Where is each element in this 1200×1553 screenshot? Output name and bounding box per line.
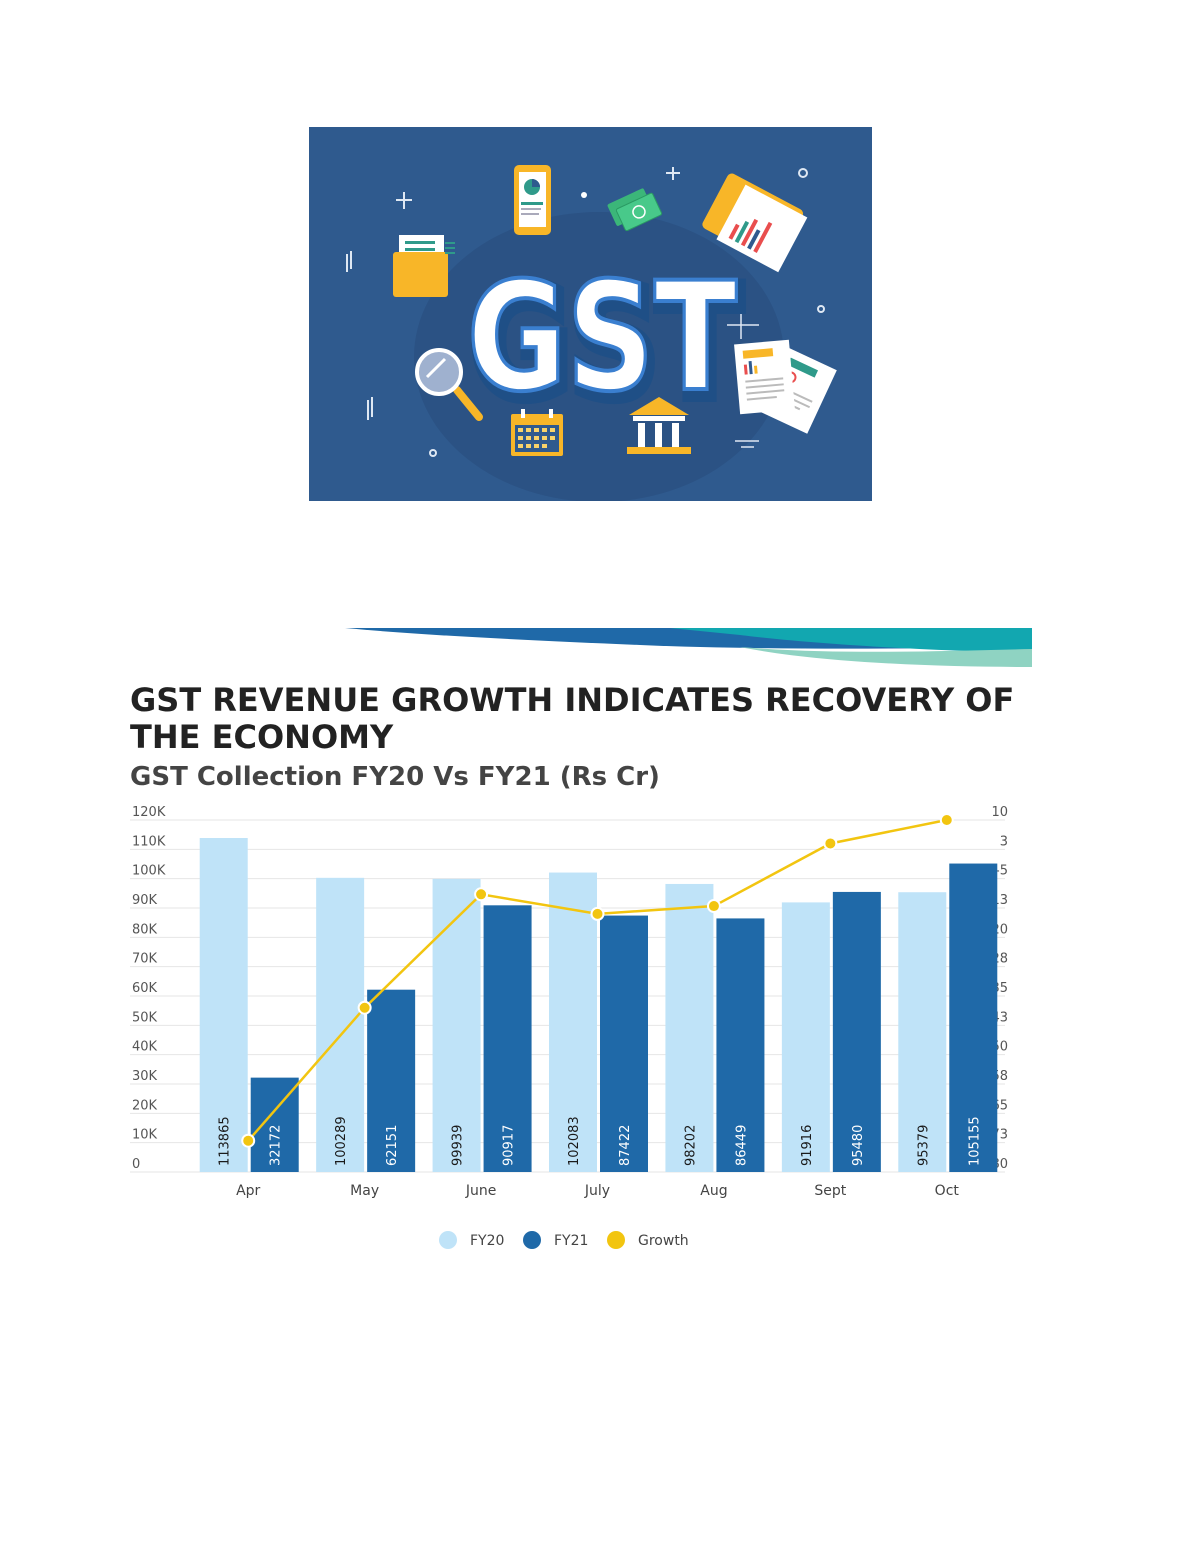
phone-chart-icon — [514, 165, 551, 235]
category-label: June — [465, 1183, 497, 1199]
category-label: July — [584, 1183, 610, 1199]
bar-fy20 — [898, 892, 947, 1172]
gst-letters: GST — [467, 251, 737, 425]
bar-fy20 — [781, 902, 830, 1172]
bar-label-fy20: 98202 — [683, 1125, 698, 1166]
bar-fy21 — [832, 891, 881, 1172]
left-tick-label: 110K — [132, 834, 166, 849]
growth-point — [706, 899, 721, 914]
bar-label-fy20: 102083 — [567, 1116, 582, 1166]
bar-label-fy20: 99939 — [451, 1125, 466, 1166]
left-tick-label: 70K — [132, 952, 158, 967]
legend-swatch — [439, 1231, 457, 1249]
growth-point — [590, 906, 605, 921]
chart-subtitle: GST Collection FY20 Vs FY21 (Rs Cr) — [130, 762, 660, 792]
sparkle-icon — [346, 167, 825, 457]
bar-fy21 — [716, 918, 765, 1172]
gst-letters-shadow: GST — [471, 257, 741, 431]
right-tick-label: 10 — [991, 805, 1008, 820]
bar-fy21 — [949, 863, 998, 1172]
bar-fy20 — [665, 883, 714, 1172]
bar-label-fy21: 32172 — [269, 1125, 284, 1166]
growth-line — [241, 813, 954, 1148]
left-tick-label: 120K — [132, 805, 166, 820]
bar-label-fy21: 105155 — [967, 1116, 982, 1166]
bar-fy20 — [316, 877, 365, 1172]
bar-fy20 — [549, 872, 597, 1172]
left-tick-label: 20K — [132, 1098, 158, 1113]
bar-fy21 — [600, 915, 648, 1172]
bar-label-fy21: 90917 — [502, 1125, 517, 1166]
right-tick-label: -5 — [995, 864, 1008, 879]
bar-label-fy20: 100289 — [334, 1116, 349, 1166]
bar-fy21 — [483, 905, 532, 1172]
growth-point — [474, 887, 489, 902]
bar-label-fy21: 86449 — [734, 1125, 749, 1166]
left-tick-label: 100K — [132, 864, 166, 879]
page-title: GST REVENUE GROWTH INDICATES RECOVERY OF… — [130, 681, 1015, 756]
bar-label-fy21: 62151 — [385, 1125, 400, 1166]
bar-label-fy21: 87422 — [618, 1125, 633, 1166]
gst-banner-illustration: GST GST — [309, 127, 872, 501]
documents-icon — [734, 339, 837, 434]
growth-point — [823, 836, 838, 851]
left-tick-label: 80K — [132, 922, 158, 937]
category-label: Apr — [236, 1183, 260, 1199]
folder-icon — [393, 235, 455, 297]
bar-fy20 — [432, 878, 481, 1172]
bar-fy20 — [199, 837, 248, 1172]
bar-label-fy21: 95480 — [851, 1125, 866, 1166]
folder-report-icon — [702, 173, 808, 273]
gst-collection-chart: 0 10K 20K 30K 40K 50K 60K 70K 80K 90K 100K 110K 120K… — [130, 805, 1008, 1249]
left-tick-label: 0 — [132, 1157, 140, 1172]
left-axis: 0 10K 20K 30K 40K 50K 60K 70K 80K 90K 100K 110K 120K — [132, 805, 166, 1172]
legend: FY20 FY21 Growth — [439, 1231, 689, 1249]
bank-icon — [627, 397, 691, 454]
bar-label-fy20: 95379 — [916, 1125, 931, 1166]
bar-label-fy20: 113865 — [218, 1116, 233, 1166]
legend-swatch — [607, 1231, 625, 1249]
legend-swatch — [523, 1231, 541, 1249]
growth-point — [939, 813, 954, 827]
category-label: Aug — [700, 1183, 727, 1199]
category-label: Sept — [814, 1183, 846, 1199]
right-tick-label: 3 — [1000, 834, 1008, 849]
calendar-icon — [511, 409, 563, 456]
decorative-ribbon — [345, 628, 1032, 667]
legend-label: FY21 — [554, 1233, 588, 1249]
magnifier-icon — [415, 348, 483, 421]
left-tick-label: 50K — [132, 1010, 158, 1025]
growth-point — [357, 1000, 372, 1015]
growth-point — [241, 1133, 256, 1148]
bars: 113865 32172 100289 62151 99939 90917 102083 87… — [199, 837, 998, 1172]
bar-label-fy20: 91916 — [800, 1125, 815, 1166]
left-tick-label: 60K — [132, 981, 158, 996]
bar-fy21 — [367, 989, 416, 1172]
category-label: Oct — [935, 1183, 960, 1199]
category-label: May — [350, 1183, 379, 1199]
left-tick-label: 30K — [132, 1069, 158, 1084]
category-labels: Apr May June July Aug Sept Oct — [236, 1183, 959, 1199]
left-tick-label: 40K — [132, 1040, 158, 1055]
left-tick-label: 10K — [132, 1128, 158, 1143]
left-tick-label: 90K — [132, 893, 158, 908]
money-icon — [607, 188, 663, 232]
legend-label: Growth — [638, 1233, 689, 1249]
legend-label: FY20 — [470, 1233, 504, 1249]
